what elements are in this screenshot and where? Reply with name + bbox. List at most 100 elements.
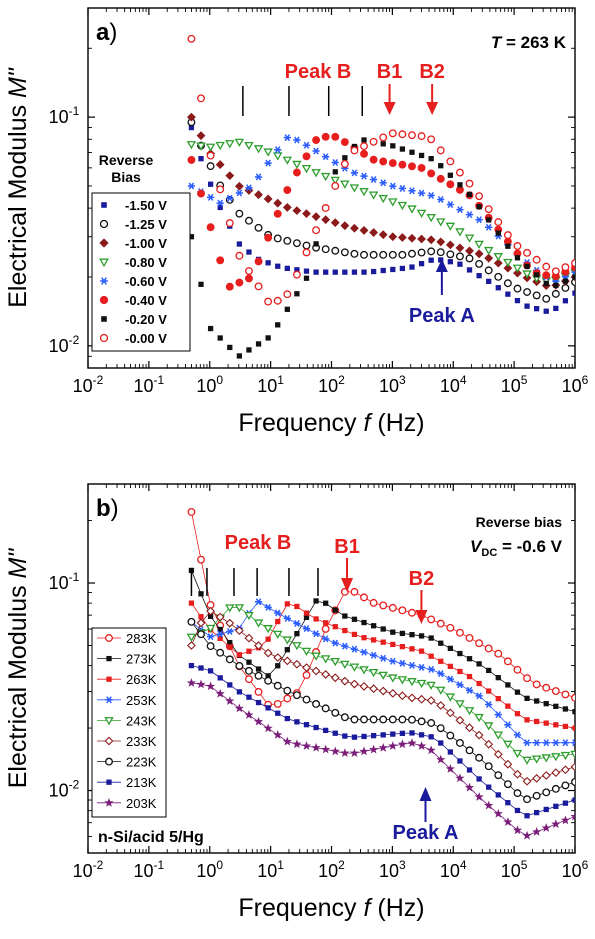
data-point bbox=[236, 241, 243, 247]
data-point bbox=[206, 606, 216, 616]
data-point bbox=[398, 160, 407, 169]
data-point bbox=[378, 230, 388, 240]
x-tick-label-base: 10 bbox=[196, 376, 216, 396]
data-point bbox=[284, 601, 290, 607]
data-point bbox=[284, 306, 290, 312]
data-point bbox=[313, 241, 319, 247]
data-point bbox=[349, 663, 360, 672]
data-point bbox=[445, 764, 455, 773]
data-point bbox=[244, 633, 254, 643]
data-point bbox=[188, 662, 195, 669]
x-tick-label: 102 bbox=[318, 858, 345, 881]
data-point bbox=[275, 322, 281, 328]
data-point bbox=[293, 619, 301, 627]
data-point bbox=[340, 660, 350, 669]
x-tick-label-base: 10 bbox=[379, 376, 399, 396]
data-point bbox=[561, 781, 570, 790]
data-point bbox=[273, 653, 283, 662]
data-point bbox=[379, 179, 387, 187]
data-point bbox=[331, 708, 340, 717]
data-point bbox=[437, 195, 445, 204]
data-point bbox=[225, 219, 234, 228]
data-point bbox=[533, 739, 541, 747]
x-tick-label: 106 bbox=[562, 373, 589, 396]
data-point bbox=[187, 641, 196, 650]
data-point bbox=[553, 282, 559, 288]
series--0-80-V bbox=[186, 138, 575, 286]
data-point bbox=[254, 223, 263, 232]
data-point bbox=[388, 129, 397, 138]
data-point bbox=[350, 169, 359, 177]
peak-b-label: Peak B bbox=[225, 532, 292, 554]
data-point bbox=[359, 187, 369, 197]
data-point bbox=[215, 688, 225, 698]
data-point bbox=[418, 648, 425, 654]
data-point bbox=[407, 205, 417, 214]
data-point bbox=[215, 160, 225, 169]
data-point bbox=[332, 607, 338, 613]
data-point bbox=[370, 733, 377, 739]
legend-label: -0.80 V bbox=[125, 255, 167, 270]
data-point bbox=[330, 746, 340, 756]
x-axis-label-italic: f bbox=[363, 409, 373, 437]
data-point bbox=[188, 600, 195, 606]
data-point bbox=[234, 604, 245, 613]
data-point bbox=[187, 112, 196, 122]
series--1-50-V bbox=[188, 124, 575, 314]
data-point bbox=[340, 221, 350, 231]
data-point bbox=[206, 681, 216, 691]
data-point bbox=[524, 263, 530, 269]
data-point bbox=[476, 273, 482, 279]
data-point bbox=[360, 648, 368, 656]
data-point bbox=[340, 160, 349, 168]
data-point bbox=[532, 255, 541, 264]
data-point bbox=[235, 209, 244, 218]
data-point bbox=[522, 756, 532, 765]
x-tick-label: 100 bbox=[196, 858, 223, 881]
data-point bbox=[187, 155, 196, 164]
data-point bbox=[399, 730, 406, 736]
data-point bbox=[513, 284, 522, 293]
data-point bbox=[302, 248, 311, 257]
data-point bbox=[342, 627, 348, 634]
data-point bbox=[523, 795, 532, 804]
data-point bbox=[292, 206, 302, 216]
x-tick-label: 10-2 bbox=[73, 373, 104, 396]
data-point bbox=[426, 696, 436, 705]
data-point bbox=[455, 185, 464, 194]
data-point bbox=[399, 643, 406, 650]
data-point bbox=[503, 657, 512, 666]
series-223K bbox=[187, 617, 575, 804]
data-point bbox=[227, 639, 233, 646]
temperature-symbol: T bbox=[491, 33, 503, 52]
data-point bbox=[455, 252, 464, 261]
data-point bbox=[342, 613, 348, 619]
data-point bbox=[187, 182, 196, 190]
data-point bbox=[321, 704, 330, 713]
data-point bbox=[206, 193, 215, 201]
data-point bbox=[560, 815, 571, 825]
data-point bbox=[493, 749, 503, 759]
data-point bbox=[379, 601, 388, 610]
data-point bbox=[562, 723, 569, 730]
data-point bbox=[359, 225, 369, 235]
data-point bbox=[254, 173, 263, 181]
data-point bbox=[446, 250, 455, 259]
data-point bbox=[244, 141, 254, 151]
temperature-annotation: T = 263 K bbox=[491, 33, 567, 52]
legend-marker bbox=[106, 779, 112, 785]
data-point bbox=[408, 187, 416, 195]
data-point bbox=[283, 694, 292, 703]
data-point bbox=[409, 730, 415, 736]
data-point bbox=[503, 817, 513, 826]
data-point bbox=[388, 603, 397, 612]
data-point bbox=[188, 124, 195, 131]
data-point bbox=[292, 642, 302, 651]
data-point bbox=[513, 769, 522, 779]
data-point bbox=[205, 143, 216, 152]
data-point bbox=[417, 248, 426, 257]
data-point bbox=[388, 741, 398, 750]
data-point bbox=[264, 297, 273, 306]
x-tick-label-exp: 4 bbox=[460, 373, 467, 387]
b1-arrow-head bbox=[341, 578, 354, 592]
